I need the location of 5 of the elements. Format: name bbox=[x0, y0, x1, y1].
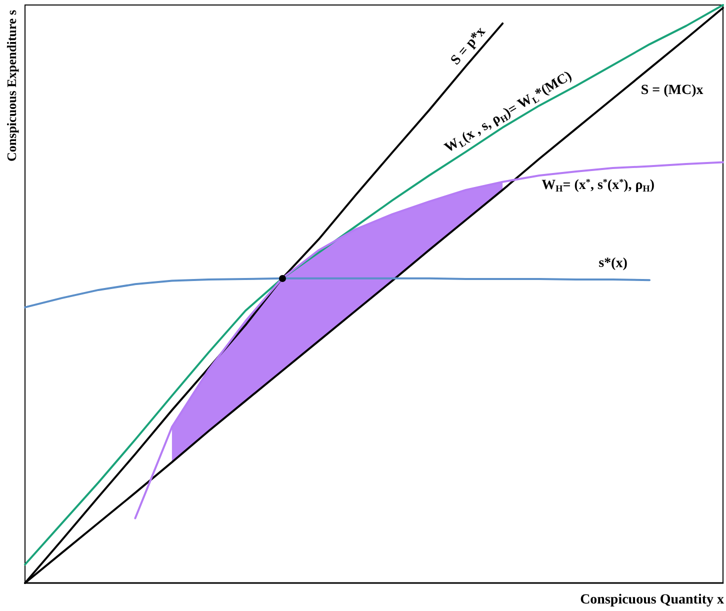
text: S = p*x bbox=[448, 24, 489, 68]
y-axis-title: Conspicuous Expenditure s bbox=[4, 10, 19, 162]
series-label: S = (MC)x bbox=[640, 83, 704, 98]
x-axis-title: Conspicuous Quantity x bbox=[580, 592, 724, 608]
series-label: s*(x) bbox=[598, 256, 628, 272]
